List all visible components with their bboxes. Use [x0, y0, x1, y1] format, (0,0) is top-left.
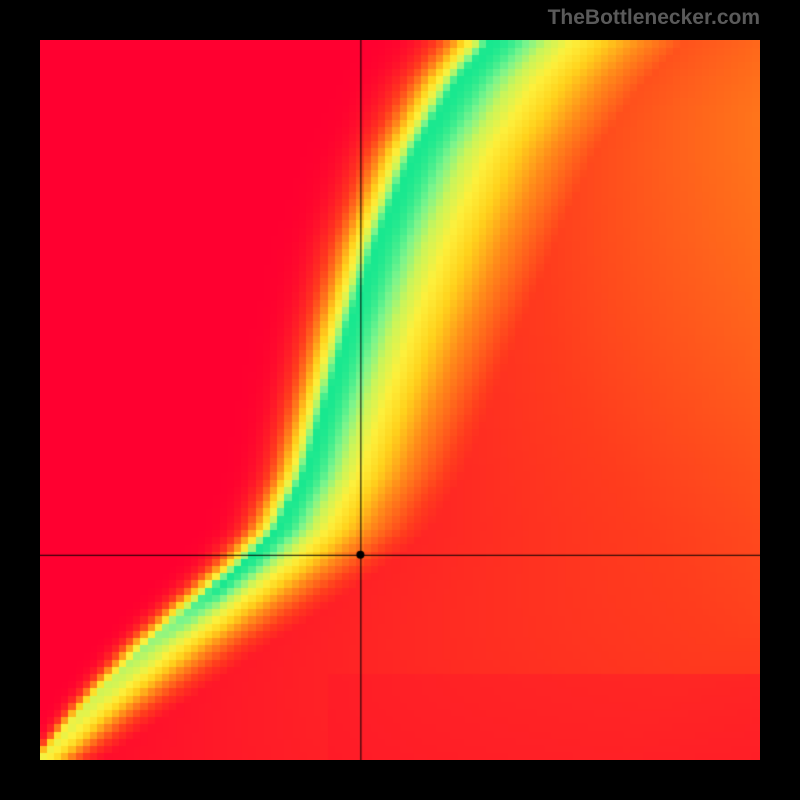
- heatmap-canvas: [40, 40, 760, 760]
- watermark-text: TheBottlenecker.com: [548, 6, 760, 30]
- plot-area: [40, 40, 760, 760]
